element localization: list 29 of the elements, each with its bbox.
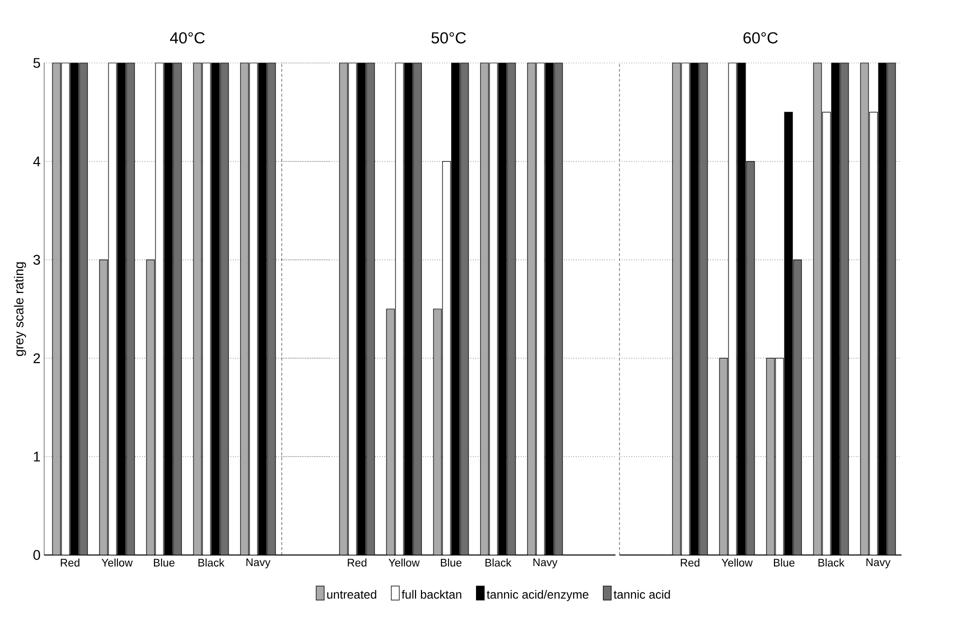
y-tick-label: 3 xyxy=(33,254,40,265)
legend-label: tannic acid/enzyme xyxy=(486,590,588,602)
x-tick-label: Yellow xyxy=(722,558,753,567)
y-tick-label: 0 xyxy=(33,550,40,560)
y-tick-label: 5 xyxy=(33,58,40,68)
chart-title: 50°C xyxy=(431,32,466,44)
x-tick-label: Red xyxy=(60,558,80,567)
x-tick-label: Navy xyxy=(246,558,270,568)
x-tick-label: Red xyxy=(348,558,366,567)
chart-title: 60°C xyxy=(744,32,778,44)
x-tick-label: Yellow xyxy=(388,558,420,567)
x-tick-label: Blue xyxy=(440,558,462,567)
x-tick-label: Red xyxy=(680,558,700,567)
x-tick-label: Black xyxy=(486,558,512,567)
legend-label: full backtan xyxy=(402,590,462,599)
y-tick-label: 2 xyxy=(34,353,40,364)
chart-title: 40°C xyxy=(170,32,205,44)
x-tick-label: Blue xyxy=(154,558,174,567)
x-tick-label: Yellow xyxy=(102,558,133,567)
legend-label: tannic acid xyxy=(614,590,670,599)
x-tick-label: Black xyxy=(818,558,844,567)
y-tick-label: 1 xyxy=(34,452,40,462)
x-tick-label: Navy xyxy=(533,558,558,568)
x-tick-label: Navy xyxy=(866,558,890,568)
y-axis-title: grey scale rating xyxy=(14,262,26,356)
legend-label: untreated xyxy=(327,590,376,599)
x-tick-label: Blue xyxy=(774,558,794,567)
x-tick-label: Black xyxy=(198,558,224,567)
y-tick-label: 4 xyxy=(33,156,40,166)
